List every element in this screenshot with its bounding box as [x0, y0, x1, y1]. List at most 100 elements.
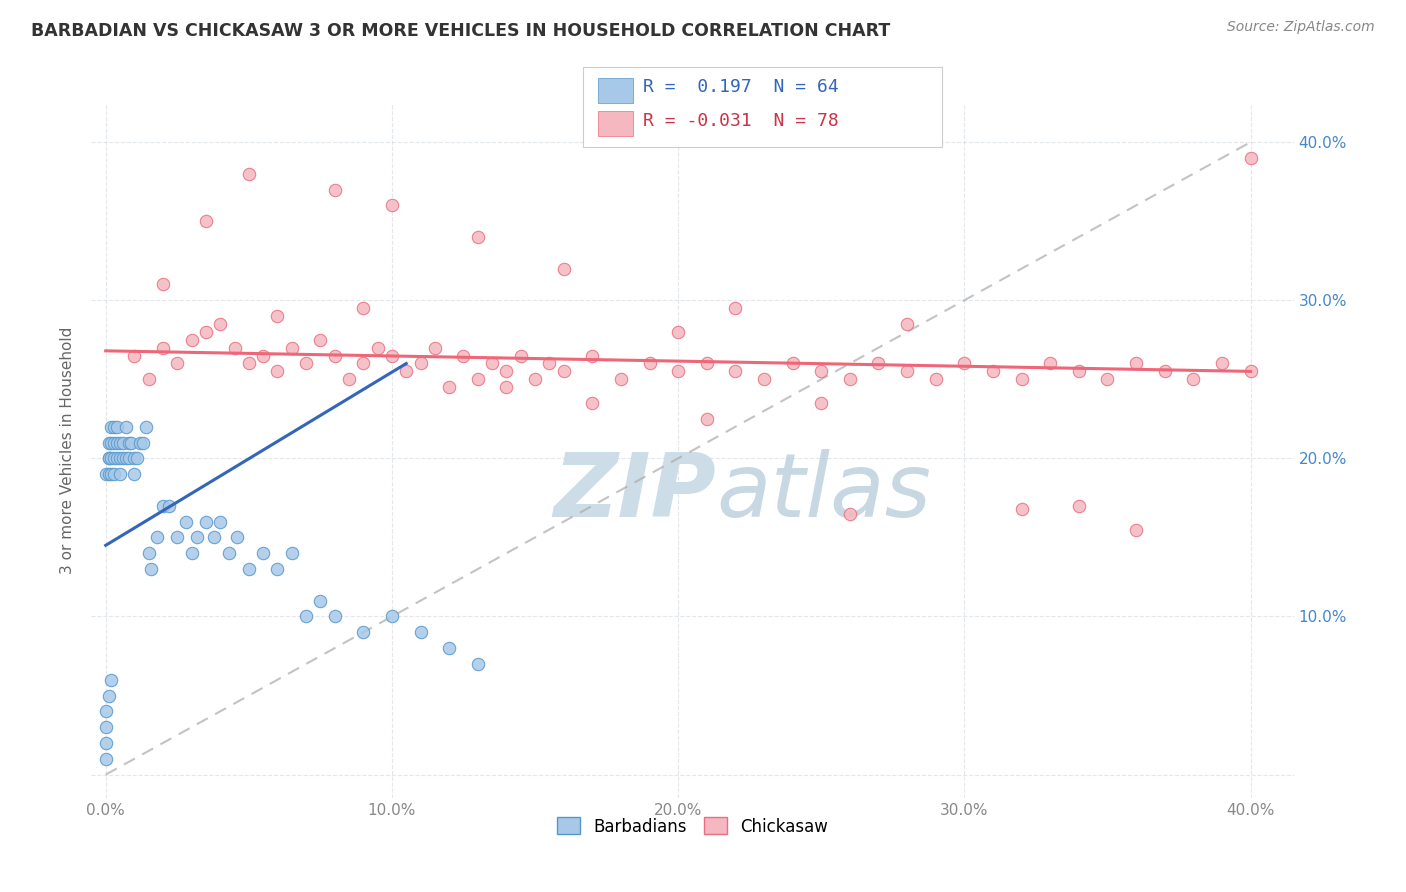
Point	[868, 356, 890, 371]
Point	[1239, 364, 1261, 378]
Point	[638, 356, 661, 371]
Point	[1011, 372, 1033, 386]
Point	[127, 451, 149, 466]
Point	[666, 325, 689, 339]
Point	[94, 752, 117, 766]
Point	[1011, 502, 1033, 516]
Point	[105, 451, 128, 466]
Point	[281, 341, 304, 355]
Point	[309, 593, 332, 607]
Point	[103, 451, 125, 466]
Point	[94, 736, 117, 750]
Point	[281, 546, 304, 560]
Point	[838, 507, 860, 521]
Point	[152, 341, 174, 355]
Point	[117, 435, 139, 450]
Point	[252, 546, 274, 560]
Point	[209, 515, 232, 529]
Text: BARBADIAN VS CHICKASAW 3 OR MORE VEHICLES IN HOUSEHOLD CORRELATION CHART: BARBADIAN VS CHICKASAW 3 OR MORE VEHICLE…	[31, 22, 890, 40]
Point	[108, 435, 131, 450]
Point	[467, 657, 489, 671]
Point	[953, 356, 976, 371]
Point	[1211, 356, 1233, 371]
Point	[129, 435, 152, 450]
Point	[467, 372, 489, 386]
Point	[218, 546, 240, 560]
Point	[409, 356, 432, 371]
Point	[553, 364, 575, 378]
Point	[752, 372, 775, 386]
Point	[111, 435, 134, 450]
Point	[553, 261, 575, 276]
Point	[124, 451, 146, 466]
Point	[381, 349, 404, 363]
Point	[152, 499, 174, 513]
Point	[194, 325, 217, 339]
Point	[103, 467, 125, 482]
Point	[138, 546, 160, 560]
Text: Source: ZipAtlas.com: Source: ZipAtlas.com	[1227, 20, 1375, 34]
Point	[97, 467, 120, 482]
Point	[132, 435, 155, 450]
Legend: Barbadians, Chickasaw: Barbadians, Chickasaw	[550, 811, 835, 842]
Point	[495, 380, 517, 394]
Point	[696, 412, 718, 426]
Point	[108, 467, 131, 482]
Point	[381, 609, 404, 624]
Point	[352, 625, 374, 640]
Point	[238, 356, 260, 371]
Point	[323, 349, 346, 363]
Point	[108, 451, 131, 466]
Point	[810, 364, 832, 378]
Point	[395, 364, 418, 378]
Point	[581, 349, 603, 363]
Point	[111, 451, 134, 466]
Point	[124, 467, 146, 482]
Point	[209, 317, 232, 331]
Point	[114, 451, 136, 466]
Point	[1153, 364, 1175, 378]
Point	[226, 530, 249, 544]
Point	[94, 720, 117, 734]
Point	[166, 356, 188, 371]
Point	[120, 435, 143, 450]
Point	[224, 341, 246, 355]
Point	[437, 380, 460, 394]
Point	[100, 435, 122, 450]
Point	[323, 182, 346, 196]
Point	[1382, 499, 1405, 513]
Point	[266, 309, 288, 323]
Point	[896, 364, 918, 378]
Point	[666, 364, 689, 378]
Point	[925, 372, 948, 386]
Point	[152, 277, 174, 292]
Point	[94, 467, 117, 482]
Point	[114, 419, 136, 434]
Point	[117, 451, 139, 466]
Point	[1067, 364, 1090, 378]
Point	[186, 530, 208, 544]
Point	[610, 372, 633, 386]
Point	[467, 230, 489, 244]
Point	[838, 372, 860, 386]
Point	[97, 689, 120, 703]
Point	[409, 625, 432, 640]
Point	[538, 356, 561, 371]
Point	[105, 435, 128, 450]
Point	[146, 530, 169, 544]
Point	[204, 530, 226, 544]
Text: ZIP: ZIP	[554, 449, 717, 536]
Point	[135, 419, 157, 434]
Point	[1067, 499, 1090, 513]
Point	[105, 419, 128, 434]
Point	[174, 515, 197, 529]
Point	[524, 372, 547, 386]
Point	[352, 356, 374, 371]
Point	[100, 419, 122, 434]
Point	[100, 451, 122, 466]
Point	[337, 372, 360, 386]
Point	[1182, 372, 1205, 386]
Point	[981, 364, 1004, 378]
Point	[103, 419, 125, 434]
Point	[141, 562, 163, 576]
